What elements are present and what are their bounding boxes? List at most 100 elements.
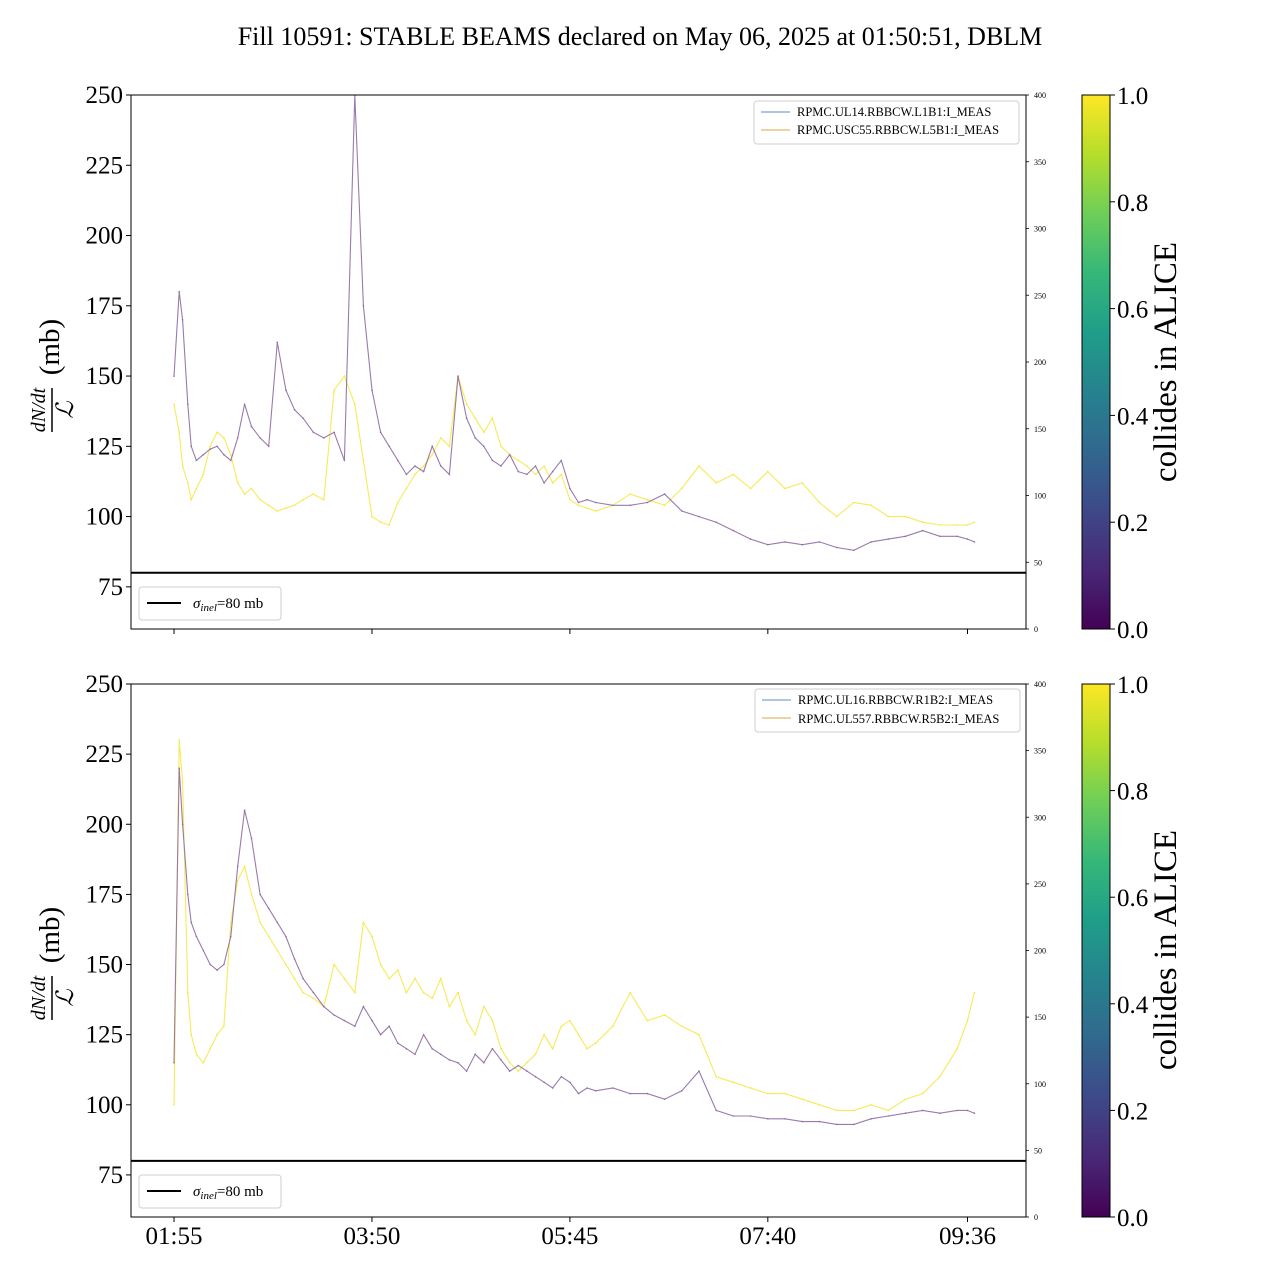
- bottom-series-0-point: [629, 1092, 631, 1095]
- top-series-1-point: [465, 403, 468, 406]
- bottom-series-1-point: [343, 977, 346, 980]
- top-series-1-point: [921, 521, 924, 523]
- top-series-0-point: [921, 529, 924, 532]
- bottom-series-1-point: [629, 991, 631, 994]
- top-series-1-point: [216, 431, 218, 434]
- top-series-1-point: [483, 431, 485, 434]
- bottom-series-1-point: [223, 1025, 225, 1027]
- bottom-series-0-point: [853, 1123, 855, 1126]
- bottom-series-0-point: [323, 1005, 325, 1008]
- top-ytick-label: 150: [86, 363, 124, 390]
- top-colorbar: 0.0 0.2 0.4 0.6 0.8 1.0 collides in ALICE: [1081, 83, 1184, 644]
- bottom-series-1-point: [440, 977, 442, 980]
- top-series-0-point: [956, 535, 958, 538]
- top-series-0-point: [629, 504, 631, 507]
- bottom-right-ytick-label: 350: [1034, 747, 1046, 756]
- top-series-0-point: [818, 541, 821, 543]
- bottom-series-1-point: [465, 1019, 468, 1022]
- top-ylabel-numerator: dN/dt: [28, 387, 50, 432]
- top-series-0-point: [181, 319, 184, 321]
- top-series-0-point: [526, 473, 528, 476]
- bottom-series-0: [173, 768, 975, 1125]
- bottom-right-ytick-label: 200: [1034, 947, 1046, 956]
- bottom-series-1-point: [715, 1075, 717, 1078]
- bottom-series-1-point: [784, 1092, 786, 1095]
- bottom-series-1-point: [216, 1033, 218, 1036]
- bottom-series-1-point: [818, 1104, 821, 1106]
- bottom-series-0-point: [448, 1059, 451, 1061]
- bottom-series-0-point: [354, 1025, 356, 1027]
- bottom-series-0-point: [371, 1019, 373, 1022]
- top-series-1-point: [243, 493, 246, 495]
- top-colorbar-gradient: [1081, 94, 1111, 630]
- top-series-0-point: [250, 425, 253, 428]
- bottom-x-ticks: 01:55 03:50 05:45 07:40 09:36: [146, 1217, 996, 1250]
- bottom-ylabel-denominator: ℒ: [53, 989, 79, 1007]
- top-series-0-point: [388, 445, 391, 448]
- top-series-0-point: [440, 465, 442, 467]
- bottom-series-1-point: [887, 1109, 890, 1112]
- top-series-0-point: [835, 546, 838, 549]
- top-series-1-point: [801, 482, 804, 484]
- bottom-series-0-point: [646, 1092, 649, 1095]
- bottom-ytick-label: 75: [98, 1162, 123, 1189]
- bottom-series-1-point: [259, 921, 261, 924]
- bottom-series-0-point: [379, 1033, 382, 1036]
- bottom-series-layer: [173, 739, 976, 1126]
- top-series-0-point: [534, 465, 537, 467]
- bottom-series-0-point: [465, 1070, 468, 1072]
- bottom-series-0-point: [173, 1061, 175, 1064]
- bottom-ytick-label: 225: [86, 741, 124, 768]
- top-series-0-point: [371, 389, 373, 391]
- top-series-0-point: [966, 538, 969, 540]
- top-ytick-label: 225: [86, 152, 124, 179]
- bottom-series-1-point: [302, 991, 304, 994]
- bottom-series-0-point: [732, 1115, 735, 1117]
- top-series-1-point: [302, 498, 304, 501]
- bottom-right-ytick-label: 50: [1034, 1146, 1042, 1155]
- bottom-series-0-point: [187, 893, 189, 896]
- top-series-0-point: [749, 538, 752, 540]
- top-series-0-point: [414, 465, 416, 467]
- top-colorbar-tick-label: 0.2: [1117, 510, 1148, 537]
- bottom-panel: 75 100 125 150 175 200 225 250 0 50 100 150 200 250 3…: [28, 671, 1046, 1250]
- top-series-1-point: [181, 465, 184, 467]
- top-series-1-point: [173, 403, 175, 406]
- bottom-right-ytick-label: 250: [1034, 880, 1046, 889]
- top-series-1-point: [904, 515, 907, 518]
- bottom-series-0-point: [784, 1118, 786, 1120]
- top-series-1-point: [569, 498, 571, 501]
- bottom-colorbar-tick-label: 1.0: [1117, 672, 1148, 699]
- bottom-sigma-symbol: σ: [193, 1184, 201, 1200]
- figure-title: Fill 10591: STABLE BEAMS declared on May…: [238, 22, 1043, 51]
- bottom-xtick-label: 01:55: [146, 1223, 203, 1250]
- top-series-1-point: [526, 465, 528, 467]
- top-series-1-point: [405, 487, 408, 490]
- bottom-series-0-point: [543, 1081, 545, 1084]
- top-series-0-point: [904, 535, 907, 538]
- bottom-series-0-point: [223, 963, 225, 966]
- bottom-sigma-value: =80 mb: [217, 1184, 263, 1200]
- top-series-1-point: [835, 515, 838, 518]
- top-ytick-label: 200: [86, 223, 124, 250]
- top-series-1-point: [259, 498, 261, 501]
- bottom-series-1-point: [491, 1019, 494, 1022]
- top-reference-legend-label: σinel=80 mb: [193, 596, 263, 614]
- bottom-series-0-point: [939, 1112, 941, 1114]
- bottom-ytick-label: 200: [86, 811, 124, 838]
- bottom-series-1-point: [939, 1075, 941, 1078]
- bottom-series-0-point: [956, 1109, 958, 1112]
- bottom-series-1-point: [293, 977, 296, 980]
- top-ylabel-unit: (mb): [34, 319, 66, 375]
- top-series-1-point: [230, 453, 232, 456]
- top-right-ytick-label: 100: [1034, 492, 1046, 501]
- top-series-1-point: [646, 498, 649, 501]
- top-series-0-point: [190, 445, 192, 448]
- top-right-ytick-label: 400: [1034, 91, 1046, 100]
- top-series-1-point: [474, 417, 477, 420]
- top-series-1-point: [422, 465, 425, 467]
- top-series-0-point: [939, 535, 941, 538]
- bottom-series-0-point: [440, 1053, 442, 1056]
- top-series-0-point: [577, 501, 580, 504]
